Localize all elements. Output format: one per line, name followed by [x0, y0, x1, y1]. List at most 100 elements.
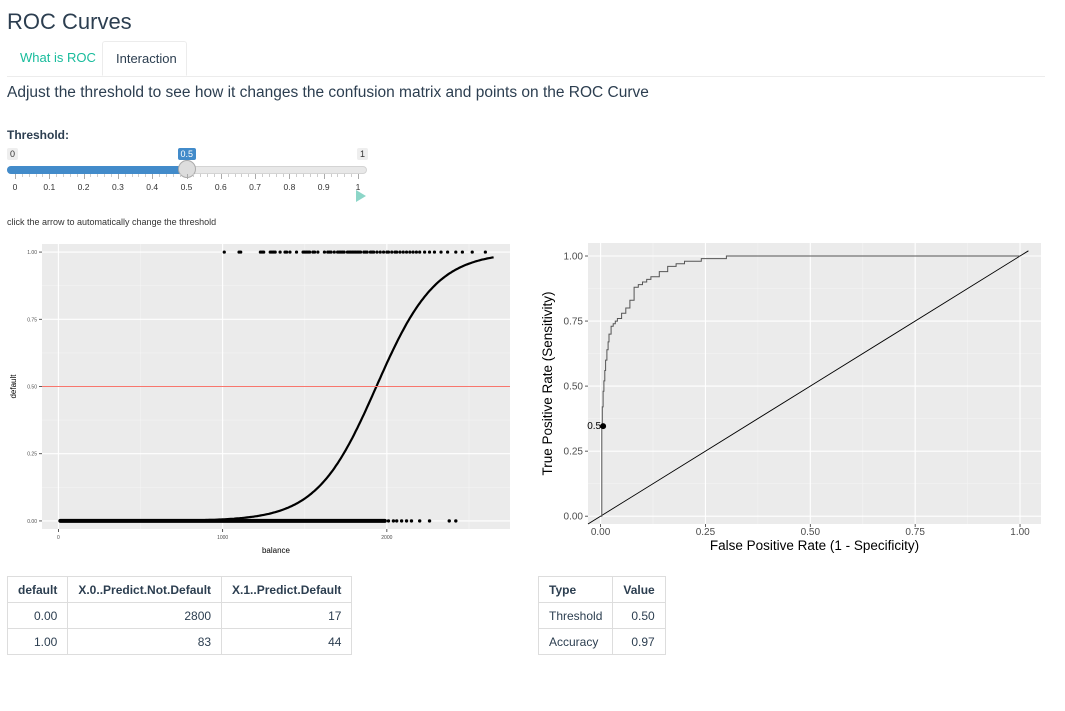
data-point	[409, 519, 414, 523]
slider-minor-tick	[145, 174, 147, 177]
slider-minor-tick	[344, 174, 346, 177]
slider-min-badge: 0	[7, 148, 19, 160]
data-point	[288, 250, 292, 254]
column-header: X.0..Predict.Not.Default	[67, 576, 223, 603]
y-axis-label: True Positive Rate (Sensitivity)	[540, 291, 555, 475]
data-point	[308, 250, 312, 254]
data-point	[386, 250, 391, 254]
y-axis-label: default	[9, 374, 18, 399]
slider-minor-tick	[227, 174, 229, 177]
slider-tick	[15, 174, 16, 179]
slider-tick	[255, 174, 257, 179]
table-cell: Accuracy	[537, 628, 614, 655]
data-point	[312, 250, 317, 254]
table-cell: 0.97	[612, 628, 666, 655]
slider-minor-tick	[200, 174, 202, 177]
logistic-curve	[58, 256, 494, 522]
column-header: Value	[612, 576, 666, 603]
data-point	[446, 250, 450, 254]
data-point	[414, 250, 418, 254]
data-point	[285, 250, 289, 254]
slider-tick-label: 0.7	[249, 182, 262, 192]
column-header: X.1..Predict.Default	[221, 576, 353, 603]
data-point	[404, 519, 409, 523]
tab-interaction[interactable]: Interaction	[102, 41, 187, 76]
table-header-row: default X.0..Predict.Not.Default X.1..Pr…	[6, 576, 353, 603]
slider-tick	[152, 174, 154, 179]
data-point	[460, 250, 464, 254]
slider-tick-label: 1	[355, 182, 361, 192]
y-tick-label: 0.50	[27, 385, 37, 391]
y-tick-label: 0.50	[564, 382, 584, 393]
slider-tick-label: 0.6	[214, 182, 227, 192]
y-tick-label: 0.75	[27, 317, 37, 323]
data-point	[470, 250, 474, 254]
data-point	[418, 250, 422, 254]
slider-tick-label: 0.9	[317, 182, 330, 192]
data-point	[394, 519, 399, 523]
slider-tick-label: 0.3	[111, 182, 124, 192]
slider-minor-tick	[316, 174, 318, 177]
y-tick-label: 1.00	[27, 250, 37, 256]
threshold-point-label: 0.5	[587, 421, 601, 432]
table-cell: Threshold	[537, 602, 614, 629]
slider-minor-tick	[111, 174, 113, 177]
data-point	[329, 250, 333, 254]
data-point	[375, 250, 379, 254]
slider-minor-tick	[268, 174, 270, 177]
table-row: Accuracy 0.97	[537, 628, 666, 655]
slider-minor-tick	[76, 174, 78, 177]
tab-what-is-roc[interactable]: What is ROC	[20, 50, 96, 65]
data-point	[423, 250, 427, 254]
data-point	[427, 519, 432, 523]
data-point	[454, 519, 458, 523]
data-point	[408, 250, 412, 254]
x-tick-label: 0	[57, 535, 60, 541]
table-cell: 1.00	[6, 628, 69, 655]
slider-minor-tick	[179, 174, 181, 177]
threshold-point	[600, 423, 607, 430]
confusion-matrix-table: default X.0..Predict.Not.Default X.1..Pr…	[6, 576, 353, 655]
data-point	[432, 250, 437, 254]
y-tick-label: 0.25	[27, 452, 37, 458]
x-tick-label: 0.75	[905, 527, 925, 538]
data-point	[386, 519, 391, 523]
table-cell: 2800	[67, 602, 223, 629]
slider-tick-label: 0.4	[146, 182, 159, 192]
slider-minor-tick	[193, 174, 195, 177]
x-axis-label: balance	[262, 546, 291, 555]
slider-minor-tick	[275, 174, 277, 177]
data-point	[381, 250, 386, 254]
slider-tick	[83, 174, 85, 179]
threshold-slider[interactable]: 0 1 0.5 0 0.1 0.2 0.3 0.4 0.5 0.6 0.7 0.8 0.9 1	[0, 144, 380, 204]
slider-minor-tick	[124, 174, 126, 177]
data-point	[222, 250, 226, 254]
instruction-text: Adjust the threshold to see how it chang…	[7, 84, 649, 101]
data-point	[294, 250, 299, 254]
data-point	[395, 250, 399, 254]
slider-minor-tick	[296, 174, 298, 177]
slider-tick-label: 0.1	[43, 182, 56, 192]
data-point	[372, 250, 376, 254]
slider-minor-tick	[21, 174, 23, 177]
x-tick-label: 0.00	[591, 527, 611, 538]
data-point	[278, 250, 282, 254]
column-header: Type	[537, 576, 614, 603]
x-tick-label: 0.25	[696, 527, 716, 538]
slider-minor-tick	[165, 174, 167, 177]
slider-tick-label: 0.8	[283, 182, 296, 192]
slider-minor-tick	[104, 174, 106, 177]
x-tick-label: 1.00	[1010, 527, 1030, 538]
table-cell: 44	[221, 628, 353, 655]
slider-tick	[186, 174, 188, 179]
threshold-label: Threshold:	[7, 128, 69, 142]
x-axis-label: False Positive Rate (1 - Specificity)	[710, 538, 919, 553]
slider-minor-tick	[261, 174, 263, 177]
data-point	[399, 519, 404, 523]
slider-tick-label: 0	[12, 182, 18, 192]
slider-max-badge: 1	[357, 148, 369, 160]
diagonal-line	[587, 250, 1029, 525]
data-point	[427, 250, 432, 254]
slider-minor-tick	[138, 174, 140, 177]
play-icon[interactable]	[356, 190, 366, 202]
